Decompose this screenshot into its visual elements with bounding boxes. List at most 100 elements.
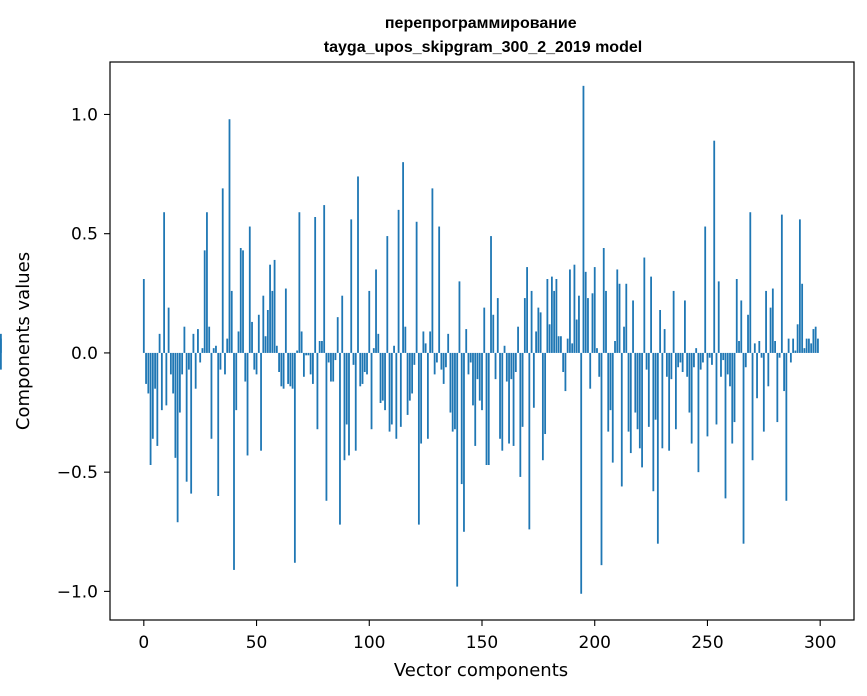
bar-238	[679, 352, 682, 363]
bar-278	[769, 307, 772, 353]
bar-191	[573, 264, 576, 353]
bar-24	[197, 329, 199, 353]
bar-146	[472, 352, 474, 406]
bar-280	[774, 341, 776, 353]
bar-164	[512, 352, 515, 446]
bar-23	[194, 352, 197, 389]
y-tick-label--0.5: −0.5	[57, 463, 98, 483]
bar-288	[792, 338, 795, 353]
bar-4	[151, 352, 154, 439]
bar-212	[620, 352, 623, 487]
bar-110	[390, 352, 393, 425]
bar-257	[722, 352, 725, 361]
bar-127	[429, 331, 432, 353]
bar-144	[467, 352, 470, 375]
bar-38	[228, 119, 231, 353]
y-axis-label: Components values	[13, 252, 34, 430]
bar-5	[154, 352, 156, 389]
bar-256	[720, 352, 722, 377]
bar-102	[372, 348, 375, 353]
bar-169	[523, 298, 526, 353]
bar-55	[266, 310, 269, 353]
plot-frame	[109, 61, 855, 621]
bar-75	[312, 352, 314, 384]
bar-208	[611, 352, 614, 463]
bar-139	[456, 352, 459, 587]
x-tick-label-200: 200	[579, 633, 611, 653]
bar-62	[282, 352, 285, 389]
bar-255	[717, 281, 720, 353]
bar-182	[553, 290, 556, 353]
bar-47	[248, 226, 251, 353]
bar-218	[634, 352, 637, 413]
bar-147	[474, 352, 477, 446]
bar-43	[239, 248, 242, 353]
y-tick-label-0: 0.0	[71, 344, 98, 364]
bar-138	[454, 352, 456, 430]
bar-219	[636, 352, 639, 430]
bar-158	[499, 352, 501, 439]
bar-220	[638, 352, 641, 449]
bar-198	[589, 352, 592, 389]
bar-165	[514, 352, 517, 372]
bar-273	[758, 341, 761, 353]
bar-56	[269, 264, 271, 353]
bar-286	[787, 338, 790, 353]
bar-22	[192, 333, 195, 353]
bar-267	[744, 352, 747, 368]
bar-177	[541, 352, 544, 461]
bar-73	[307, 352, 310, 356]
bar-80	[323, 205, 326, 353]
bar-125	[424, 343, 427, 353]
bar-222	[643, 257, 646, 353]
bar-277	[767, 352, 770, 387]
bar-193	[578, 295, 580, 353]
bar-172	[530, 290, 533, 353]
bar-129	[433, 352, 436, 375]
bar-128	[431, 188, 434, 353]
bar-44	[242, 250, 244, 353]
bar-108	[386, 236, 389, 353]
bar-91	[348, 352, 350, 456]
bar-89	[343, 352, 346, 461]
bar-290	[796, 324, 799, 353]
bar-276	[765, 290, 767, 353]
bar-155	[492, 314, 495, 353]
bar-289	[794, 350, 797, 353]
bar-72	[305, 352, 308, 356]
bar-264	[738, 341, 740, 353]
chart-title-line-2: tayga_upos_skipgram_300_2_2019 model	[324, 39, 642, 56]
bar-211	[618, 283, 621, 353]
bar-81	[325, 352, 328, 501]
bar-161	[505, 352, 508, 382]
bar-179	[546, 279, 549, 353]
bar-181	[550, 276, 553, 353]
bar-142	[463, 352, 465, 532]
bar-27	[203, 250, 206, 353]
bar-170	[526, 267, 528, 353]
bar-166	[517, 326, 519, 353]
bar-168	[521, 352, 524, 427]
bar-187	[564, 352, 567, 392]
bar-156	[494, 352, 497, 380]
bar-1	[145, 352, 147, 384]
bar-213	[623, 326, 625, 353]
bar-265	[740, 300, 743, 353]
y-axis-ticks: −1.0 −0.5 0.0 0.5 1.0	[57, 105, 110, 602]
bar-13	[172, 352, 175, 394]
bar-36	[224, 352, 226, 375]
bar-227	[654, 352, 657, 420]
bar-19	[185, 352, 188, 482]
bar-285	[785, 352, 788, 501]
bar-200	[593, 267, 596, 353]
bar-141	[460, 352, 463, 485]
bar-154	[490, 236, 492, 353]
bars-group	[0, 85, 819, 594]
bar-204	[602, 248, 605, 353]
bar-18	[183, 326, 186, 353]
bar-35	[221, 188, 224, 353]
bar-15	[176, 352, 179, 523]
bar-78	[318, 341, 321, 353]
bar-70	[300, 331, 303, 353]
